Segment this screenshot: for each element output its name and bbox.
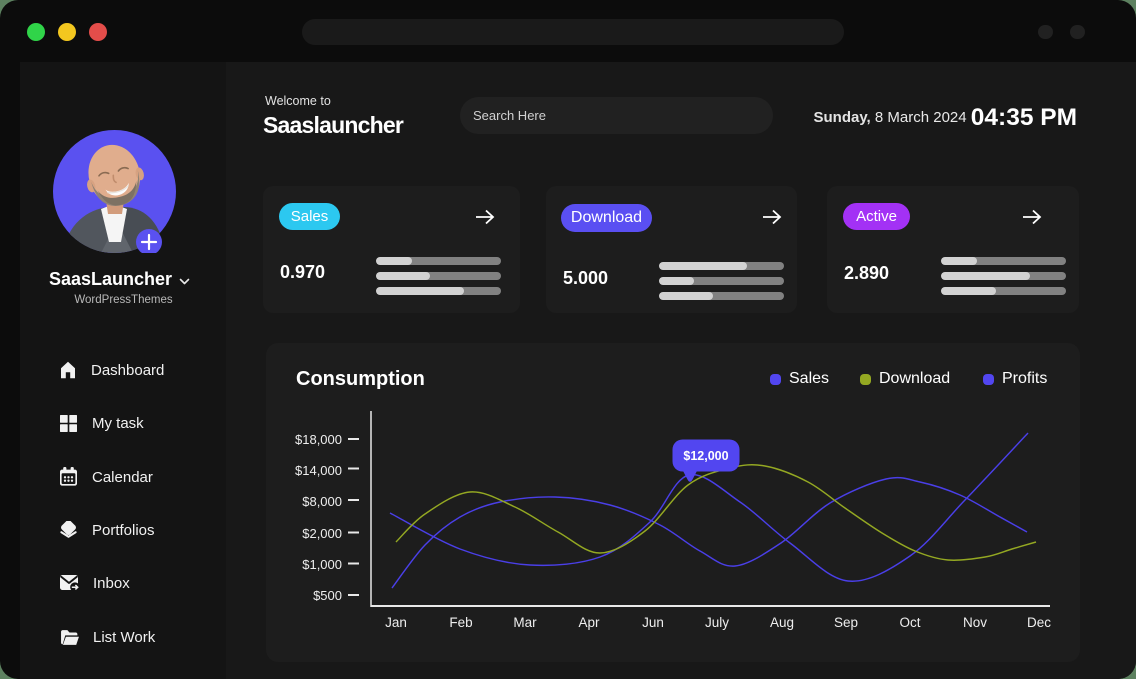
svg-text:$12,000: $12,000: [683, 449, 728, 463]
